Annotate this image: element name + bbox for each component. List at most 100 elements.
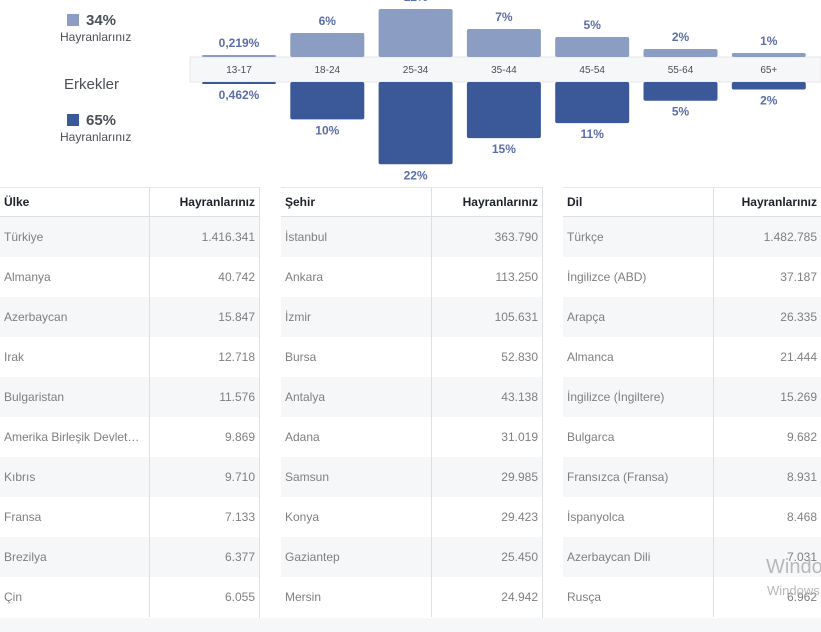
- language-name: Rusça: [567, 589, 602, 604]
- table-row: İzmir 105.631: [281, 296, 542, 337]
- women-bar-18-24: [290, 33, 365, 57]
- table-row: Mersin 24.942: [281, 576, 542, 617]
- country-fans-column-header[interactable]: Hayranlarınız: [148, 187, 259, 217]
- men-value-label: 11%: [581, 127, 605, 141]
- women-value-label: 1%: [760, 34, 778, 48]
- men-value-label: 5%: [672, 105, 690, 119]
- country-table: Ülke Hayranlarınız Türkiye 1.416.341 Almanya…: [0, 187, 259, 617]
- men-value-label: 22%: [404, 168, 428, 182]
- table-row: Azerbaycan Dili 7.031: [563, 536, 821, 577]
- women-fans-label: Hayranlarınız: [60, 30, 132, 44]
- women-percent: 34%: [86, 12, 117, 29]
- women-value-label: 7%: [495, 10, 513, 24]
- men-fans-label: Hayranlarınız: [60, 130, 132, 144]
- table-divider: [259, 187, 260, 618]
- table-row: Adana 31.019: [281, 416, 542, 457]
- country-name: Kıbrıs: [0, 456, 149, 497]
- city-name: Konya: [285, 509, 320, 524]
- women-value-label: 0,219%: [219, 36, 260, 50]
- table-row: Irak 12.718: [0, 336, 259, 377]
- language-fans-count: 37.187: [712, 256, 821, 297]
- city-table: Şehir Hayranlarınız İstanbul 363.790 Ankara 1…: [281, 187, 542, 617]
- city-fans-count: 363.790: [430, 216, 542, 257]
- city-name: İstanbul: [281, 216, 431, 257]
- country-name: Bulgaristan: [0, 376, 149, 417]
- table-row: Kıbrıs 9.710: [0, 456, 259, 497]
- city-column-header[interactable]: Şehir: [281, 187, 431, 217]
- country-fans-count: 9.710: [148, 456, 259, 497]
- women-bar-35-44: [466, 29, 541, 57]
- country-fans-count: 12.718: [148, 336, 259, 377]
- women-bar-13-17: [202, 55, 276, 57]
- men-percent: 65%: [86, 112, 117, 129]
- language-fans-count: 1.482.785: [712, 216, 821, 257]
- country-name: Brezilya: [0, 536, 149, 577]
- table-row: İngilizce (ABD) 37.187: [563, 256, 821, 297]
- city-fans-count: 24.942: [430, 576, 542, 617]
- men-bar-13-17: [202, 82, 276, 84]
- city-fans-count: 52.830: [430, 336, 542, 377]
- men-value-label: 10%: [315, 123, 339, 137]
- men-value-label: 0,462%: [219, 88, 260, 102]
- age-tick-label: 13-17: [226, 65, 252, 76]
- women-value-label: 5%: [584, 18, 602, 32]
- table-row: Rusça 6.962: [563, 576, 821, 617]
- language-fans-column-header[interactable]: Hayranlarınız: [712, 187, 821, 217]
- country-fans-count: 6.055: [148, 576, 259, 617]
- men-value-label: 15%: [492, 142, 516, 156]
- language-name: İngilizce (ABD): [567, 269, 647, 284]
- women-value-label: 12%: [404, 0, 428, 4]
- men-bar-45-54: [555, 82, 630, 124]
- women-value-label: 6%: [319, 14, 337, 28]
- table-row: Türkiye 1.416.341: [0, 216, 259, 257]
- table-row: Antalya 43.138: [281, 376, 542, 417]
- country-name: Irak: [4, 349, 25, 364]
- city-name: Mersin: [285, 589, 322, 604]
- men-bar-65+: [731, 82, 806, 90]
- language-name: Azerbaycan Dili: [563, 536, 713, 577]
- age-axis-band: [189, 56, 821, 83]
- table-row: Almanya 40.742: [0, 256, 259, 297]
- table-row: Ankara 113.250: [281, 256, 542, 297]
- language-column-header[interactable]: Dil: [563, 187, 713, 217]
- age-tick-label: 25-34: [403, 65, 429, 76]
- city-name: İzmir: [281, 296, 431, 337]
- bottom-strip: [0, 618, 821, 632]
- language-name: Türkçe: [563, 216, 713, 257]
- city-name: Samsun: [281, 456, 431, 497]
- country-fans-count: 40.742: [148, 256, 259, 297]
- table-row: Azerbaycan 15.847: [0, 296, 259, 337]
- language-fans-count: 8.931: [712, 456, 821, 497]
- women-value-label: 2%: [672, 30, 690, 44]
- age-tick-label: 65+: [760, 65, 777, 76]
- city-name: Adana: [285, 429, 320, 444]
- table-row: Bulgaristan 11.576: [0, 376, 259, 417]
- country-name: Almanya: [4, 269, 51, 284]
- country-name: Azerbaycan: [0, 296, 149, 337]
- table-row: Gaziantep 25.450: [281, 536, 542, 577]
- age-gender-chart: 0,219% 0,462% 13-17 6% 10% 18-24 12% 22% 25-34 7%…: [0, 0, 821, 188]
- age-tick-label: 55-64: [668, 65, 694, 76]
- city-fans-count: 25.450: [430, 536, 542, 577]
- men-bar-25-34: [378, 82, 453, 165]
- women-swatch: [67, 14, 79, 26]
- country-name: Türkiye: [0, 216, 149, 257]
- country-fans-count: 6.377: [148, 536, 259, 577]
- table-row: Türkçe 1.482.785: [563, 216, 821, 257]
- table-row: Çin 6.055: [0, 576, 259, 617]
- country-fans-count: 9.869: [148, 416, 259, 457]
- men-bar-35-44: [466, 82, 541, 139]
- country-name: Fransa: [4, 509, 42, 524]
- table-row: Amerika Birleşik Devlet… 9.869: [0, 416, 259, 457]
- city-fans-column-header[interactable]: Hayranlarınız: [430, 187, 542, 217]
- city-fans-count: 105.631: [430, 296, 542, 337]
- language-fans-count: 21.444: [712, 336, 821, 377]
- country-fans-count: 1.416.341: [148, 216, 259, 257]
- table-row: Bulgarca 9.682: [563, 416, 821, 457]
- city-name: Ankara: [285, 269, 324, 284]
- table-divider: [542, 187, 543, 618]
- language-name: Almanca: [567, 349, 614, 364]
- language-fans-count: 9.682: [712, 416, 821, 457]
- women-bar-65+: [731, 53, 806, 57]
- country-column-header[interactable]: Ülke: [0, 187, 149, 217]
